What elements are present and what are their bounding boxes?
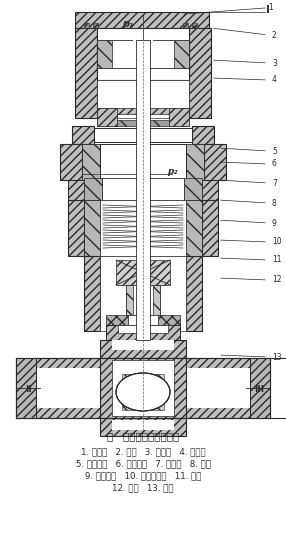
Bar	[68, 200, 84, 256]
Bar	[133, 12, 153, 430]
Text: I: I	[266, 5, 270, 15]
Bar	[97, 40, 189, 68]
Bar	[72, 126, 94, 144]
Text: 10: 10	[272, 238, 282, 247]
Bar	[82, 144, 100, 180]
Bar	[97, 80, 189, 118]
Bar	[112, 360, 174, 416]
Bar	[100, 358, 186, 418]
Bar	[202, 180, 218, 200]
Text: 5: 5	[272, 147, 277, 156]
Bar	[202, 200, 218, 256]
Bar	[136, 40, 150, 340]
Bar	[100, 340, 186, 358]
Polygon shape	[122, 374, 164, 410]
Text: p₂: p₂	[167, 166, 177, 176]
Bar	[100, 418, 186, 436]
Bar	[106, 315, 128, 325]
Bar	[189, 28, 211, 118]
Bar	[183, 23, 188, 28]
Bar	[250, 358, 270, 418]
Bar	[93, 23, 98, 28]
Text: 3: 3	[272, 59, 277, 68]
Bar	[112, 340, 174, 350]
Text: 9: 9	[272, 219, 277, 228]
Bar	[118, 325, 168, 333]
Bar	[112, 40, 174, 68]
Bar	[100, 200, 186, 256]
Polygon shape	[116, 260, 170, 285]
Bar	[97, 108, 117, 126]
Bar	[100, 144, 186, 180]
Bar	[16, 368, 104, 408]
Bar	[16, 358, 104, 418]
Bar	[192, 23, 197, 28]
Bar	[112, 420, 174, 430]
Bar	[192, 126, 214, 144]
Bar	[100, 256, 186, 331]
Bar	[84, 178, 102, 200]
Text: 12: 12	[272, 276, 281, 285]
Bar	[75, 12, 209, 28]
Text: 图   气控三通阀门结构图: 图 气控三通阀门结构图	[107, 431, 179, 441]
Bar	[133, 40, 153, 68]
Bar	[133, 285, 153, 315]
Text: 4: 4	[272, 75, 277, 84]
Text: 1: 1	[268, 3, 273, 12]
Text: 9. 调整丝套   10. 螺旋套壳体   11. 阀体: 9. 调整丝套 10. 螺旋套壳体 11. 阀体	[85, 472, 201, 480]
Text: 8: 8	[272, 199, 277, 208]
Text: 6: 6	[272, 160, 277, 169]
Bar	[186, 256, 202, 331]
Text: 11: 11	[272, 256, 281, 264]
Text: 2: 2	[272, 31, 277, 40]
Bar	[158, 315, 180, 325]
Bar	[117, 120, 169, 126]
Bar	[68, 180, 84, 200]
Text: 1. 气缸体   2. 活塞   3. 活塞杆   4. 气缸盖: 1. 气缸体 2. 活塞 3. 活塞杆 4. 气缸盖	[81, 448, 205, 456]
Text: 7: 7	[272, 179, 277, 187]
Text: III: III	[254, 386, 264, 395]
Bar	[182, 368, 270, 408]
Bar	[16, 358, 36, 418]
Text: 12. 阀口   13. 阀芯: 12. 阀口 13. 阀芯	[112, 483, 174, 493]
Bar	[126, 285, 160, 315]
Bar	[75, 28, 97, 118]
Bar	[102, 178, 184, 200]
Bar	[186, 200, 202, 256]
Bar	[117, 108, 169, 114]
Bar	[186, 144, 204, 180]
Bar	[84, 256, 100, 331]
Bar	[204, 144, 226, 180]
Bar	[182, 358, 270, 418]
Bar	[169, 108, 189, 126]
Bar	[97, 28, 189, 80]
Bar	[60, 144, 82, 180]
Text: 5. 滚柱组件   6. 螺旋导套   7. 防护盖   8. 阀杆: 5. 滚柱组件 6. 螺旋导套 7. 防护盖 8. 阀杆	[76, 459, 210, 469]
Text: II: II	[25, 386, 31, 395]
Bar	[84, 200, 100, 256]
Bar	[128, 315, 158, 325]
Text: p₁: p₁	[122, 19, 134, 29]
Bar	[94, 128, 192, 142]
Bar	[84, 23, 89, 28]
Text: 13: 13	[272, 353, 282, 362]
Bar	[106, 325, 180, 340]
Bar	[184, 178, 202, 200]
Ellipse shape	[116, 373, 170, 411]
